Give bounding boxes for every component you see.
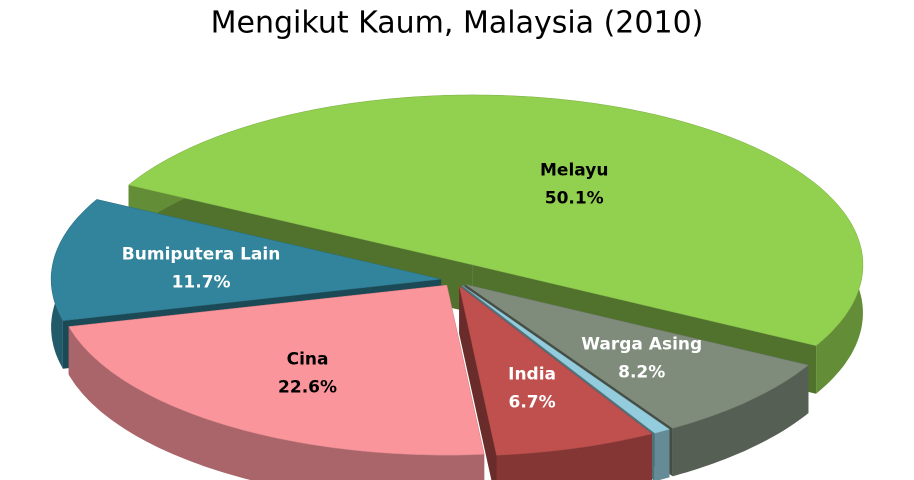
slice-side xyxy=(672,365,809,477)
slice-value-label: 8.2% xyxy=(618,362,665,382)
slice-top xyxy=(50,199,442,321)
slice-label: Bumiputera Lain xyxy=(122,245,281,265)
slice-wall xyxy=(459,286,497,480)
slice-top xyxy=(128,94,864,346)
slice-top xyxy=(465,284,809,429)
slice-label: Cina xyxy=(287,349,329,369)
slice-label: India xyxy=(508,365,556,385)
slice-value-label: 6.7% xyxy=(509,393,556,413)
slice-top xyxy=(458,285,653,456)
slice-value-label: 50.1% xyxy=(545,189,604,209)
slice xyxy=(458,285,653,480)
slice-top xyxy=(462,285,671,434)
slice-side xyxy=(496,433,652,480)
slice-top xyxy=(68,284,485,456)
slice xyxy=(68,284,485,480)
slice-side xyxy=(68,326,485,480)
slice-value-label: 22.6% xyxy=(278,377,337,397)
chart-title: Mengikut Kaum, Malaysia (2010) xyxy=(211,6,704,41)
slice-value-label: 11.7% xyxy=(172,273,231,293)
slice-label: Melayu xyxy=(540,161,608,181)
slice-side xyxy=(654,429,670,480)
slice-label: Warga Asing xyxy=(581,334,702,354)
